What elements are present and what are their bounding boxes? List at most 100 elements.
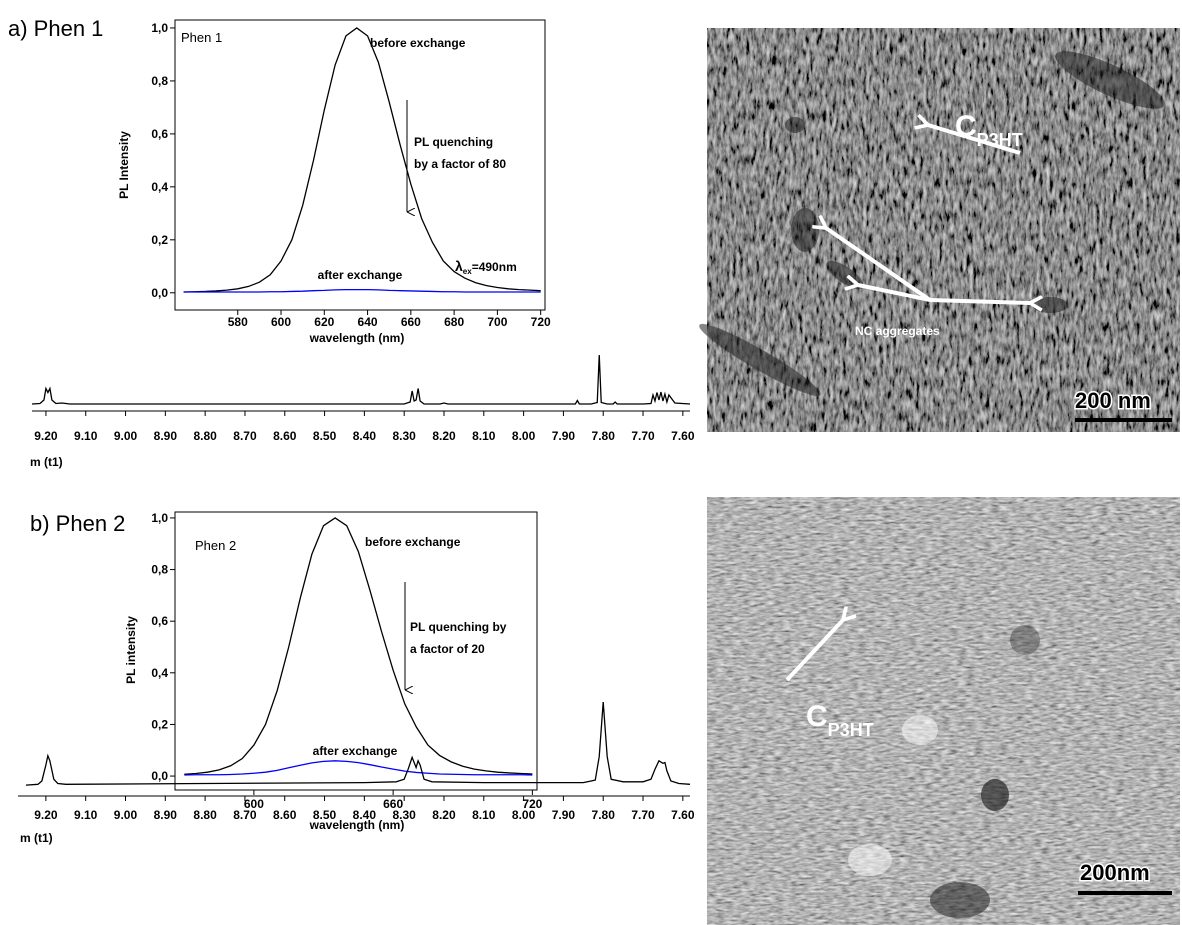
x-tick-label: 720	[522, 797, 542, 811]
y-tick-label: 0,0	[151, 769, 168, 783]
panel-label: a) Phen 1	[8, 16, 103, 41]
series-label: after exchange	[313, 744, 398, 758]
plot-frame	[174, 511, 538, 791]
x-tick-label: 660	[401, 315, 421, 329]
y-tick-label: 0,0	[151, 286, 168, 300]
tem-features	[699, 51, 1165, 397]
x-tick-label: 8.10	[472, 808, 496, 822]
tem-image: CP3HT 200nm	[707, 497, 1180, 925]
x-tick-label: 7.80	[592, 429, 616, 443]
x-tick-label: 8.80	[193, 808, 217, 822]
plot-frame	[174, 19, 546, 311]
tem-arrows	[826, 125, 1030, 303]
annotation: a factor of 20	[410, 642, 485, 656]
x-tick-label: 7.70	[631, 429, 655, 443]
tem-features	[848, 625, 1040, 918]
x-tick-label: 9.00	[114, 429, 138, 443]
inset-label: Phen 2	[195, 538, 236, 553]
x-tick-label: 8.90	[154, 429, 178, 443]
x-tick-label: 8.40	[353, 429, 377, 443]
x-tick-label: 7.60	[671, 808, 695, 822]
annotation-subscript: P3HT	[977, 130, 1023, 150]
y-tick-label: 0,2	[151, 717, 168, 731]
series-label: before exchange	[365, 535, 461, 549]
x-tick-label: 7.90	[552, 429, 576, 443]
x-tick-label: 7.80	[592, 808, 616, 822]
x-tick-label: 8.60	[273, 808, 297, 822]
x-tick-label: 8.00	[512, 808, 536, 822]
series-line	[184, 760, 533, 776]
x-tick-label: 8.20	[432, 808, 456, 822]
x-tick-label: 9.10	[74, 808, 98, 822]
y-tick-label: 0,6	[151, 127, 168, 141]
y-tick-label: 1,0	[151, 511, 168, 525]
scale-bar-label: 200 nm	[1075, 388, 1151, 413]
panel-label: b) Phen 2	[30, 511, 125, 536]
series-line	[31, 354, 691, 405]
x-tick-label: 700	[487, 315, 507, 329]
x-tick-label: 7.90	[552, 808, 576, 822]
tem-texture	[707, 497, 1180, 925]
x-tick-label: 8.80	[193, 429, 217, 443]
annotation-symbol: λ	[455, 258, 463, 274]
series-line	[25, 701, 691, 786]
y-tick-label: 0,8	[151, 563, 168, 577]
x-tick-label: 8.20	[432, 429, 456, 443]
annotation: λex=490nm	[455, 258, 517, 276]
x-tick-label: 9.10	[74, 429, 98, 443]
x-tick-label: 680	[444, 315, 464, 329]
inset-label: Phen 1	[181, 30, 222, 45]
annotation-text: C	[955, 110, 977, 143]
x-tick-label: 720	[531, 315, 551, 329]
y-tick-label: 0,2	[151, 233, 168, 247]
y-axis-label: PL Intensity	[117, 131, 131, 199]
x-tick-label: 8.00	[512, 429, 536, 443]
x-axis-label: m (t1)	[30, 455, 63, 469]
series-line	[183, 288, 541, 293]
x-tick-label: 8.10	[472, 429, 496, 443]
x-tick-label: 8.70	[233, 808, 257, 822]
x-tick-label: 600	[271, 315, 291, 329]
scale-bar-label: 200nm	[1080, 860, 1150, 885]
series-label: before exchange	[370, 36, 466, 50]
x-tick-label: 9.20	[34, 429, 58, 443]
x-axis-label: m (t1)	[20, 831, 53, 845]
x-tick-label: 8.30	[393, 429, 417, 443]
x-tick-label: 620	[314, 315, 334, 329]
annotation: PL quenching	[414, 135, 493, 149]
x-tick-label: 8.60	[273, 429, 297, 443]
x-tick-label: 8.40	[353, 808, 377, 822]
y-tick-label: 0,6	[151, 614, 168, 628]
annotation-subscript: P3HT	[828, 720, 874, 740]
annotation-text: =490nm	[472, 260, 517, 274]
y-tick-label: 0,4	[151, 666, 168, 680]
series-label: after exchange	[318, 268, 403, 282]
x-tick-label: 8.30	[392, 808, 416, 822]
series-line	[183, 27, 541, 293]
x-tick-label: 9.20	[34, 808, 58, 822]
y-axis-label: PL intensity	[124, 616, 138, 684]
annotation: PL quenching by	[410, 620, 507, 634]
x-axis-label: wavelength (nm)	[309, 331, 405, 345]
x-axis-label: wavelength (nm)	[309, 818, 405, 832]
y-tick-label: 1,0	[151, 21, 168, 35]
x-tick-label: 8.50	[313, 808, 337, 822]
x-tick-label: 660	[383, 797, 403, 811]
annotation: by a factor of 80	[414, 157, 506, 171]
tem-arrow	[785, 620, 843, 682]
series-line	[184, 517, 533, 775]
annotation-text: C	[806, 700, 828, 733]
x-tick-label: 600	[244, 797, 264, 811]
x-tick-label: 640	[358, 315, 378, 329]
x-tick-label: 7.70	[631, 808, 655, 822]
x-tick-label: 9.00	[114, 808, 138, 822]
y-tick-label: 0,8	[151, 74, 168, 88]
annotation: CP3HT	[806, 700, 874, 740]
x-tick-label: 8.50	[313, 429, 337, 443]
y-tick-label: 0,4	[151, 180, 168, 194]
x-tick-label: 580	[228, 315, 248, 329]
annotation-subscript: ex	[463, 267, 472, 276]
x-tick-label: 8.70	[233, 429, 257, 443]
annotation: CP3HT	[955, 110, 1023, 150]
